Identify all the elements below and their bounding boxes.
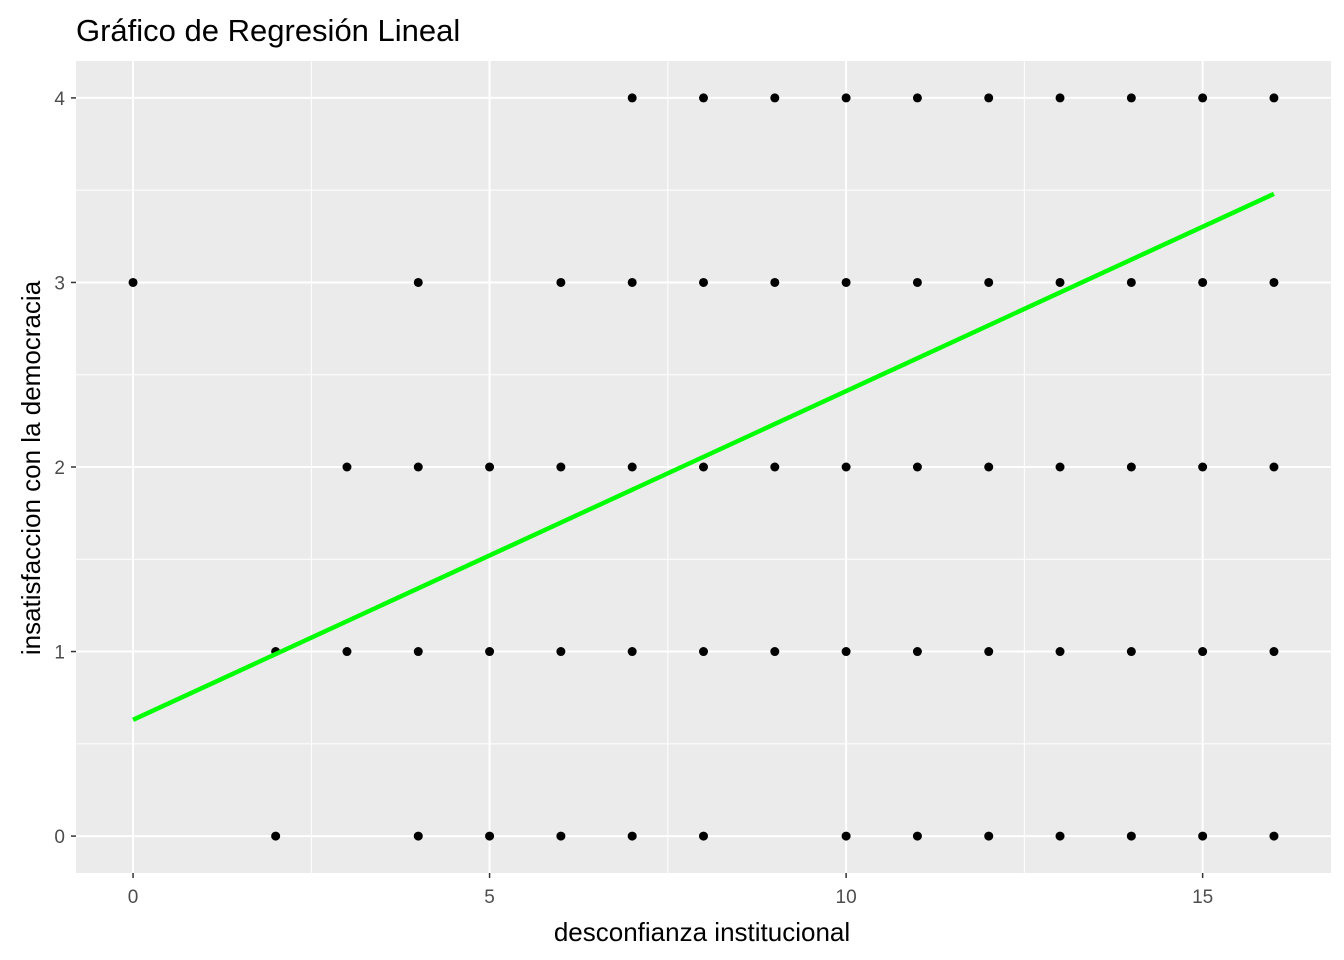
x-tick-label: 5 <box>484 887 495 908</box>
y-tick-label: 4 <box>54 89 65 110</box>
data-point <box>699 277 708 287</box>
data-point <box>912 277 922 287</box>
chart-title: Gráfico de Regresión Lineal <box>76 13 460 48</box>
data-point <box>342 647 352 657</box>
y-tick-label: 2 <box>54 458 65 479</box>
data-point <box>1055 462 1065 472</box>
data-point <box>1198 277 1208 287</box>
y-axis-ticks: 0 1 2 3 4 <box>54 89 76 848</box>
data-point <box>770 277 780 287</box>
data-point <box>556 831 566 841</box>
data-point <box>1198 831 1208 841</box>
data-point <box>1269 462 1279 472</box>
data-point <box>699 93 708 103</box>
data-point <box>699 831 708 841</box>
data-point <box>770 647 780 657</box>
data-point <box>1198 462 1208 472</box>
data-point <box>984 277 994 287</box>
data-point <box>984 647 994 657</box>
data-point <box>1126 831 1136 841</box>
data-point <box>1055 831 1065 841</box>
data-point <box>627 647 637 657</box>
data-point <box>1198 647 1208 657</box>
data-point <box>627 277 637 287</box>
data-point <box>841 277 851 287</box>
data-point <box>770 93 780 103</box>
data-point <box>556 462 566 472</box>
data-point <box>984 831 994 841</box>
data-point <box>556 647 566 657</box>
data-point <box>627 462 637 472</box>
data-point <box>841 93 851 103</box>
data-point <box>1126 93 1136 103</box>
y-axis-title: insatisfaccion con la democracia <box>16 280 46 655</box>
data-point <box>1269 277 1279 287</box>
data-point <box>1055 277 1065 287</box>
data-point <box>912 93 922 103</box>
y-tick-label: 1 <box>54 643 65 664</box>
data-point <box>485 831 495 841</box>
data-point <box>485 647 495 657</box>
data-point <box>770 462 780 472</box>
data-point <box>699 462 708 472</box>
data-points <box>128 93 1279 841</box>
data-point <box>984 93 994 103</box>
data-point <box>485 462 495 472</box>
data-point <box>128 277 138 287</box>
data-point <box>413 462 423 472</box>
data-point <box>912 831 922 841</box>
data-point <box>1126 462 1136 472</box>
data-point <box>1055 93 1065 103</box>
regression-line-group <box>132 191 1275 722</box>
y-tick-label: 3 <box>54 273 65 294</box>
data-point <box>841 647 851 657</box>
data-point <box>271 831 281 841</box>
data-point <box>1198 93 1208 103</box>
data-point <box>841 462 851 472</box>
data-point <box>413 647 423 657</box>
x-tick-label: 0 <box>128 887 139 908</box>
data-point <box>556 277 566 287</box>
data-point <box>413 277 423 287</box>
data-point <box>627 831 637 841</box>
x-axis-ticks: 0 5 10 15 <box>128 873 1213 908</box>
data-point <box>1269 647 1279 657</box>
x-tick-label: 10 <box>836 887 857 908</box>
data-point <box>1126 277 1136 287</box>
y-tick-label: 0 <box>54 827 65 848</box>
data-point <box>912 647 922 657</box>
x-axis-title: desconfianza institucional <box>554 917 850 947</box>
data-point <box>1126 647 1136 657</box>
data-point <box>342 462 352 472</box>
data-point <box>1269 93 1279 103</box>
data-point <box>627 93 637 103</box>
regression-line <box>132 191 1275 722</box>
x-tick-label: 15 <box>1192 887 1213 908</box>
data-point <box>912 462 922 472</box>
data-point <box>984 462 994 472</box>
data-point <box>1055 647 1065 657</box>
data-point <box>1269 831 1279 841</box>
data-point <box>841 831 851 841</box>
data-point <box>413 831 423 841</box>
data-point <box>699 647 708 657</box>
